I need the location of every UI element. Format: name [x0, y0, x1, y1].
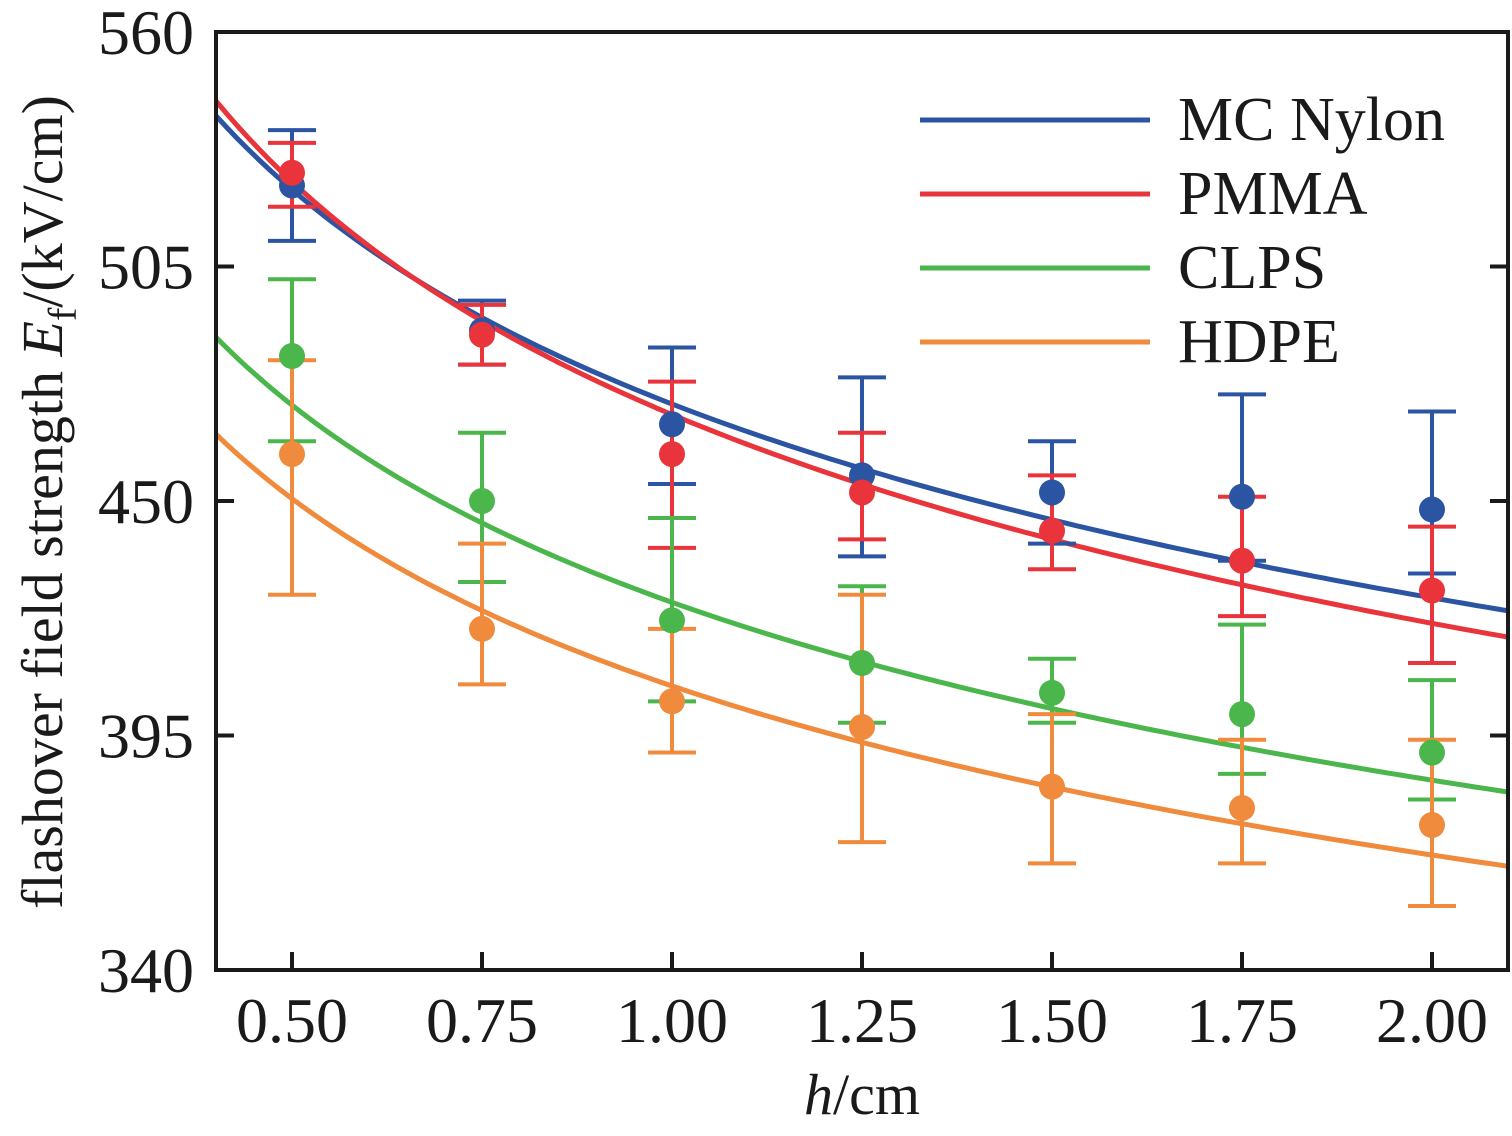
y-tick-label: 340: [98, 935, 194, 1006]
y-tick-label: 450: [98, 466, 194, 537]
y-axis-label: flashover field strength Ef/(kV/cm): [10, 95, 85, 909]
data-point-pmma: [659, 441, 685, 468]
data-point-hdpe: [469, 615, 495, 642]
data-point-pmma: [469, 321, 495, 348]
data-point-pmma: [1419, 577, 1445, 604]
data-point-mc-nylon: [659, 411, 685, 438]
legend-label: PMMA: [1178, 160, 1368, 228]
data-point-clps: [849, 650, 875, 677]
data-point-clps: [659, 607, 685, 634]
data-point-hdpe: [659, 688, 685, 715]
y-axis-ticks: 340 395 450 505 560: [98, 0, 1508, 1006]
data-point-clps: [1419, 739, 1445, 766]
data-point-clps: [469, 488, 495, 514]
x-tick-label: 1.00: [616, 985, 728, 1056]
data-point-mc-nylon: [1419, 496, 1445, 523]
x-tick-label: 2.00: [1376, 985, 1488, 1056]
data-point-clps: [1039, 679, 1065, 706]
y-tick-label: 505: [98, 232, 194, 303]
legend-label: MC Nylon: [1178, 86, 1445, 154]
data-point-mc-nylon: [1039, 479, 1065, 506]
data-point-hdpe: [1039, 773, 1065, 800]
x-tick-label: 0.50: [236, 985, 348, 1056]
data-point-pmma: [1229, 547, 1255, 574]
data-point-hdpe: [1419, 812, 1445, 839]
x-tick-label: 0.75: [426, 985, 538, 1056]
data-point-clps: [279, 343, 305, 370]
data-points: [279, 159, 1445, 839]
data-point-hdpe: [1229, 794, 1255, 821]
x-axis-label: h/cm: [804, 1062, 920, 1127]
x-tick-label: 1.50: [996, 985, 1108, 1056]
data-point-mc-nylon: [1229, 483, 1255, 510]
y-tick-label: 395: [98, 701, 194, 772]
y-tick-label: 560: [98, 0, 194, 68]
data-point-pmma: [849, 479, 875, 506]
data-point-pmma: [1039, 517, 1065, 544]
x-axis-ticks: 0.50 0.75 1.00 1.25 1.50 1.75 2.00: [236, 952, 1488, 1056]
x-tick-label: 1.75: [1186, 985, 1298, 1056]
data-point-hdpe: [849, 713, 875, 740]
legend-label: CLPS: [1178, 234, 1326, 302]
data-point-clps: [1229, 701, 1255, 728]
legend-label: HDPE: [1178, 308, 1340, 376]
data-point-pmma: [279, 159, 305, 186]
data-point-hdpe: [279, 441, 305, 468]
x-tick-label: 1.25: [806, 985, 918, 1056]
